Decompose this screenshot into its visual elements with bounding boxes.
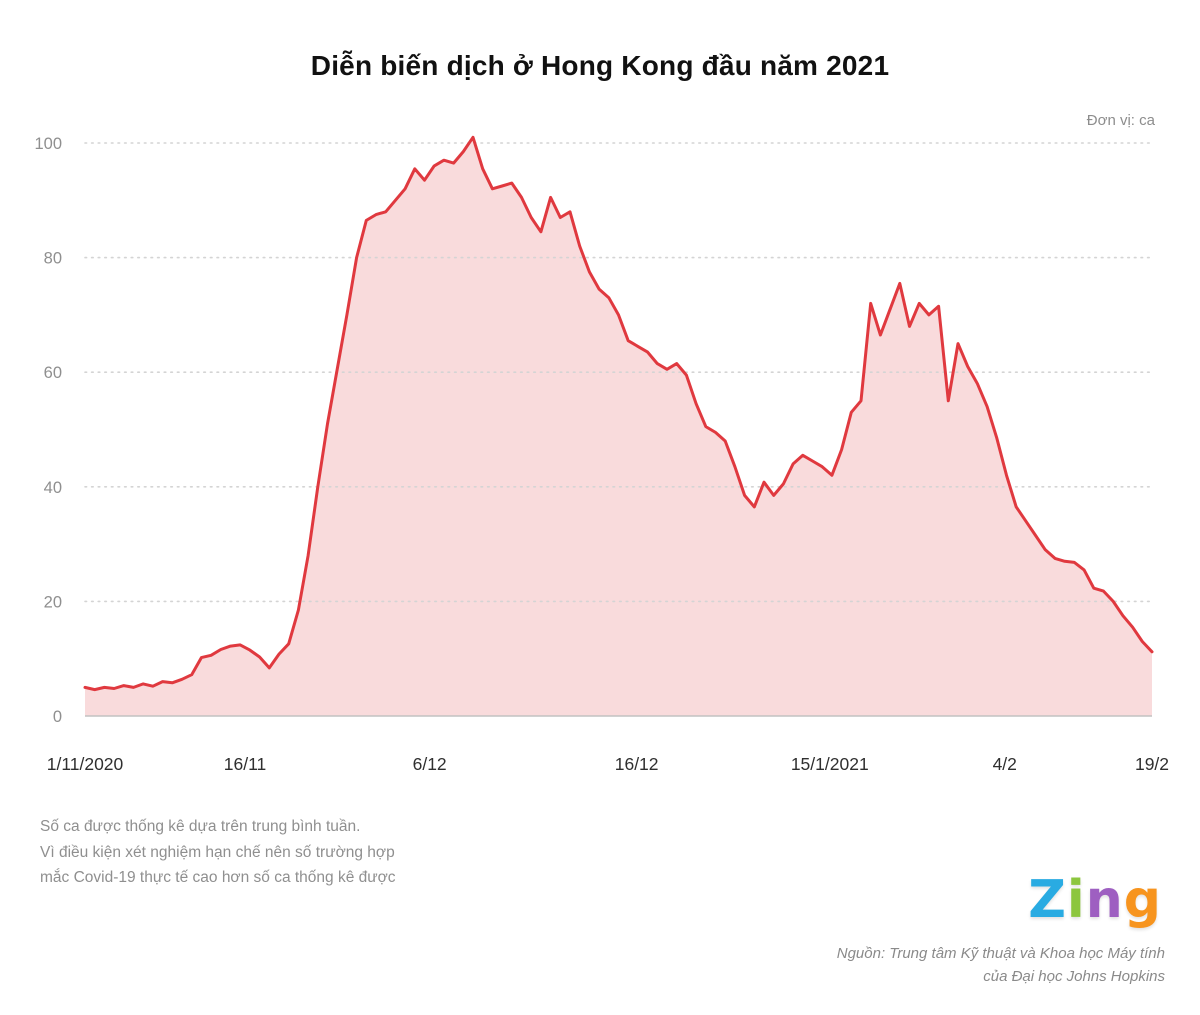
y-tick-label-40: 40: [44, 479, 62, 497]
source-line-1: Nguồn: Trung tâm Kỹ thuật và Khoa học Má…: [836, 945, 1165, 962]
x-tick-label-6/12: 6/12: [413, 754, 447, 774]
series-area-fill: [85, 137, 1152, 717]
zing-logo-letter-n: n: [1085, 870, 1124, 930]
zing-logo: Zing: [1028, 870, 1162, 930]
y-tick-label-100: 100: [34, 135, 62, 153]
chart-footnote: Số ca được thống kê dựa trên trung bình …: [40, 814, 396, 891]
x-tick-label-16/12: 16/12: [615, 754, 659, 774]
y-tick-label-60: 60: [44, 364, 62, 382]
footnote-line-2: Vì điều kiện xét nghiệm hạn chế nên số t…: [40, 843, 395, 861]
x-tick-label-15/1/2021: 15/1/2021: [791, 754, 869, 774]
zing-logo-letter-g: g: [1123, 870, 1162, 930]
unit-label: Đơn vị: ca: [1086, 112, 1155, 129]
source-attribution: Nguồn: Trung tâm Kỹ thuật và Khoa học Má…: [837, 942, 1165, 988]
x-tick-label-16/11: 16/11: [224, 754, 267, 774]
series-line: [83, 135, 1154, 692]
y-tick-label-0: 0: [53, 708, 62, 726]
y-tick-label-20: 20: [44, 593, 62, 611]
zing-logo-letter-i: i: [1066, 870, 1086, 930]
source-line-2: của Đại học Johns Hopkins: [983, 968, 1165, 985]
y-tick-label-80: 80: [44, 250, 62, 268]
x-tick-label-4/2: 4/2: [993, 754, 1017, 774]
covid-area-chart: 0 20 40 60 80 100 1/11/2020 16/11 6/12 16/12 15/1/…: [34, 135, 1169, 774]
footnote-line-1: Số ca được thống kê dựa trên trung bình …: [40, 818, 361, 835]
page-title: Diễn biến dịch ở Hong Kong đầu năm 2021: [310, 50, 890, 81]
x-tick-label-1/11/2020: 1/11/2020: [47, 754, 124, 774]
zing-logo-letter-Z: Z: [1028, 870, 1067, 930]
x-tick-label-19/2: 19/2: [1135, 754, 1169, 774]
footnote-line-3: mắc Covid-19 thực tế cao hơn số ca thống…: [40, 869, 396, 886]
